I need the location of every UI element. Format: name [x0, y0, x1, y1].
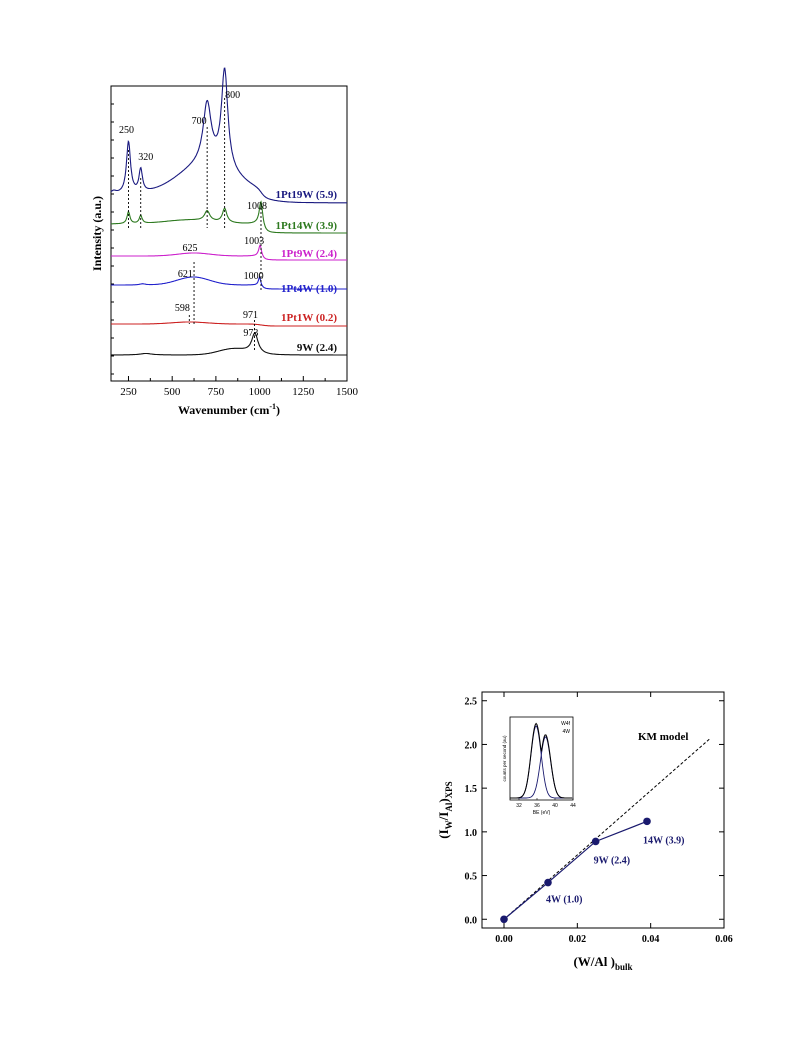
xps-y-tick-label: 2.0 — [465, 740, 478, 751]
xps-axis-ticks: 0.00 0.02 0.04 0.06 0.0 0.5 1.0 1.5 2.0 2.5 — [465, 692, 733, 945]
xps-data-points: 4W (1.0) 9W (2.4) 14W (3.9) — [500, 817, 684, 924]
inset-envelope-curve — [510, 722, 573, 799]
raman-peak-annotations: 250 320 700 800 1008 625 1003 621 1000 598 971 973 — [119, 90, 267, 339]
xps-y-label-part-0: (I — [436, 829, 451, 838]
xps-y-label-part-3: Al — [444, 802, 454, 811]
raman-peak-label: 1000 — [244, 271, 264, 282]
raman-series-line — [110, 67, 347, 204]
xps-y-tick-label: 2.5 — [465, 697, 478, 708]
xps-plot-frame — [481, 691, 725, 929]
xps-y-tick-label: 1.0 — [465, 828, 478, 839]
inset-x-tick-label: 44 — [570, 803, 576, 809]
xps-point-label: 14W (3.9) — [643, 835, 684, 846]
xps-data-point — [544, 878, 552, 887]
xps-data-line — [503, 820, 648, 920]
km-model-label: KM model — [638, 731, 688, 743]
xps-y-label-part-2: /I — [436, 812, 451, 822]
raman-series-line — [111, 332, 347, 356]
xps-y-axis-label: (IW/IAl)XPS — [436, 781, 454, 838]
raman-peak-label: 625 — [183, 243, 198, 254]
raman-x-ticks: 250 500 750 1000 1250 1500 — [111, 103, 359, 398]
raman-x-tick-label: 1000 — [249, 386, 272, 398]
raman-series-label: 1Pt9W (2.4) — [281, 248, 337, 260]
raman-series-label: 1Pt19W (5.9) — [275, 189, 337, 201]
raman-x-tick-label: 750 — [208, 386, 225, 398]
xps-point-label: 9W (2.4) — [594, 855, 630, 866]
raman-series-line — [111, 275, 347, 290]
raman-series-label: 9W (2.4) — [297, 342, 337, 354]
raman-x-axis-label-end: ) — [276, 403, 280, 417]
raman-peak-label: 250 — [119, 125, 134, 136]
raman-guide-lines — [128, 98, 262, 350]
xps-y-label-part-4: ) — [436, 798, 451, 802]
inset-y-axis-label: counts per second (au) — [502, 735, 507, 782]
xps-x-tick-label: 0.04 — [642, 934, 660, 945]
raman-x-axis-label-main: Wavenumber (cm — [178, 403, 269, 417]
xps-x-axis-label-main: (W/Al ) — [573, 954, 615, 969]
raman-peak-label: 1003 — [244, 236, 264, 247]
raman-peak-label: 1008 — [247, 201, 267, 212]
raman-series-label: 1Pt1W (0.2) — [281, 312, 337, 324]
xps-x-axis-label: (W/Al )bulk — [573, 954, 632, 972]
raman-peak-label: 700 — [192, 116, 207, 127]
raman-series-line — [111, 244, 347, 261]
raman-series-label: 1Pt14W (3.9) — [275, 220, 337, 232]
raman-x-tick-label: 500 — [164, 386, 181, 398]
raman-peak-label: 800 — [225, 90, 240, 101]
xps-data-point — [643, 817, 651, 826]
raman-series-line — [111, 200, 347, 234]
raman-x-tick-label: 250 — [120, 386, 137, 398]
xps-y-tick-label: 0.5 — [465, 872, 478, 883]
inset-x-axis-label: BE (eV) — [533, 810, 551, 816]
raman-peak-label: 320 — [138, 152, 153, 163]
xps-y-label-part-5: XPS — [444, 781, 454, 798]
xps-y-tick-label: 0.0 — [465, 915, 478, 926]
raman-y-axis-label: Intensity (a.u.) — [90, 196, 104, 271]
xps-data-point — [500, 915, 508, 924]
raman-series-group — [110, 67, 347, 356]
raman-x-tick-label: 1500 — [336, 386, 359, 398]
xps-y-label-part-1: W — [444, 820, 454, 829]
raman-x-tick-label: 1250 — [292, 386, 315, 398]
xps-y-tick-label: 1.5 — [465, 784, 478, 795]
xps-data-point — [591, 837, 600, 846]
raman-series-label: 1Pt4W (1.0) — [281, 283, 337, 295]
xps-inset: 32 36 40 44 BE (eV) counts per second (au) W4f… — [502, 716, 576, 816]
raman-peak-label: 621 — [178, 269, 193, 280]
inset-x-tick-label: 40 — [552, 803, 558, 809]
raman-x-axis-label-sup: -1 — [269, 402, 276, 411]
raman-series-line — [111, 321, 347, 327]
raman-peak-label: 598 — [175, 303, 190, 314]
xps-point-label: 4W (1.0) — [546, 895, 582, 906]
inset-x-tick-label: 32 — [516, 803, 522, 809]
xps-x-tick-label: 0.00 — [495, 934, 513, 945]
inset-legend-4w: 4W — [563, 729, 571, 735]
inset-legend-w4f: W4f — [561, 721, 571, 727]
raman-peak-label: 971 — [243, 310, 258, 321]
xps-x-tick-label: 0.06 — [715, 934, 733, 945]
xps-x-axis-label-sub: bulk — [615, 962, 633, 972]
raman-peak-label: 973 — [243, 328, 258, 339]
xps-chart: 0.00 0.02 0.04 0.06 0.0 0.5 1.0 1.5 2.0 2.5 KM mo… — [436, 691, 733, 972]
inset-x-tick-label: 36 — [534, 803, 540, 809]
raman-x-axis-label: Wavenumber (cm-1) — [178, 402, 280, 417]
xps-x-tick-label: 0.02 — [569, 934, 587, 945]
km-model-line — [503, 738, 710, 920]
raman-series-labels: 1Pt19W (5.9) 1Pt14W (3.9) 1Pt9W (2.4) 1Pt4W… — [275, 189, 337, 354]
